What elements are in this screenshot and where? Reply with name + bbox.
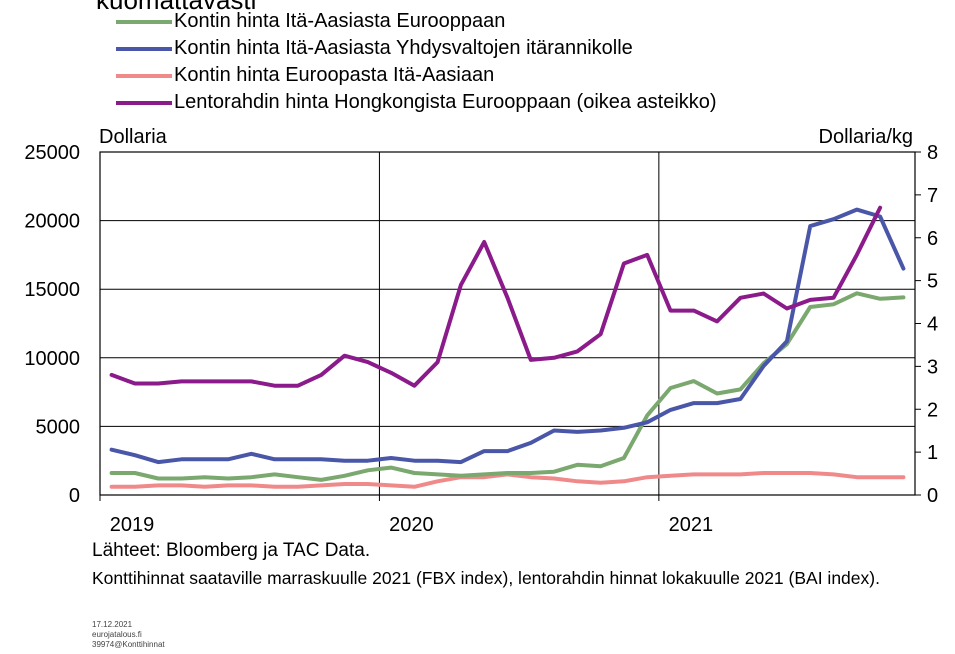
legend-label-3: Lentorahdin hinta Hongkongista Eurooppaa…	[174, 91, 717, 113]
plot-frame	[99, 151, 916, 496]
y-tick-label-right: 1	[927, 442, 938, 464]
legend-item-2: Kontin hinta Euroopasta Itä-Aasiaan	[116, 62, 717, 89]
footer-meta: 17.12.2021 eurojatalous.fi 39974@Konttih…	[92, 620, 165, 650]
y-tick-label-left: 5000	[36, 416, 81, 438]
y-tick-label-left: 0	[69, 485, 80, 507]
y-tick-label-left: 10000	[24, 348, 80, 370]
footer-site: eurojatalous.fi	[92, 630, 142, 639]
legend-swatch-2	[116, 73, 172, 78]
y-tick-label-left: 15000	[24, 279, 80, 301]
legend-label-0: Kontin hinta Itä-Aasiasta Eurooppaan	[174, 10, 506, 32]
footer-date: 17.12.2021	[92, 620, 133, 629]
y-tick-label-right: 8	[927, 142, 938, 164]
y-tick-label-right: 7	[927, 185, 938, 207]
y-tick-label-right: 2	[927, 399, 938, 421]
series-line-1	[109, 207, 906, 465]
y-tick-label-right: 4	[927, 314, 938, 336]
note-text: Konttihinnat saataville marraskuulle 202…	[92, 568, 880, 588]
legend-label-2: Kontin hinta Euroopasta Itä-Aasiaan	[174, 64, 495, 86]
y-tick-label-left: 25000	[24, 142, 80, 164]
x-tick-label: 2019	[110, 514, 155, 536]
footer-code: 39974@Konttihinnat	[92, 640, 165, 649]
chart-title-partial: kuomattavasti	[96, 0, 257, 15]
legend-item-3: Lentorahdin hinta Hongkongista Eurooppaa…	[116, 89, 717, 116]
y-tick-label-right: 6	[927, 228, 938, 250]
y-tick-label-right: 5	[927, 271, 938, 293]
source-text: Lähteet: Bloomberg ja TAC Data.	[92, 540, 371, 561]
series-line-3	[109, 205, 883, 388]
legend-label-1: Kontin hinta Itä-Aasiasta Yhdysvaltojen …	[174, 37, 633, 59]
y-tick-label-left: 20000	[24, 211, 80, 233]
legend-swatch-3	[116, 100, 172, 105]
y-axis-label-left: Dollaria	[99, 126, 168, 148]
y-axis-label-right: Dollaria/kg	[819, 126, 913, 148]
x-tick-label: 2021	[669, 514, 714, 536]
legend: Kontin hinta Itä-Aasiasta Eurooppaan Kon…	[116, 8, 717, 116]
legend-item-1: Kontin hinta Itä-Aasiasta Yhdysvaltojen …	[116, 35, 717, 62]
legend-item-0: Kontin hinta Itä-Aasiasta Eurooppaan	[116, 8, 717, 35]
y-tick-label-right: 3	[927, 356, 938, 378]
legend-swatch-1	[116, 46, 172, 51]
legend-swatch-0	[116, 19, 172, 24]
x-tick-label: 2020	[389, 514, 434, 536]
y-tick-label-right: 0	[927, 485, 938, 507]
